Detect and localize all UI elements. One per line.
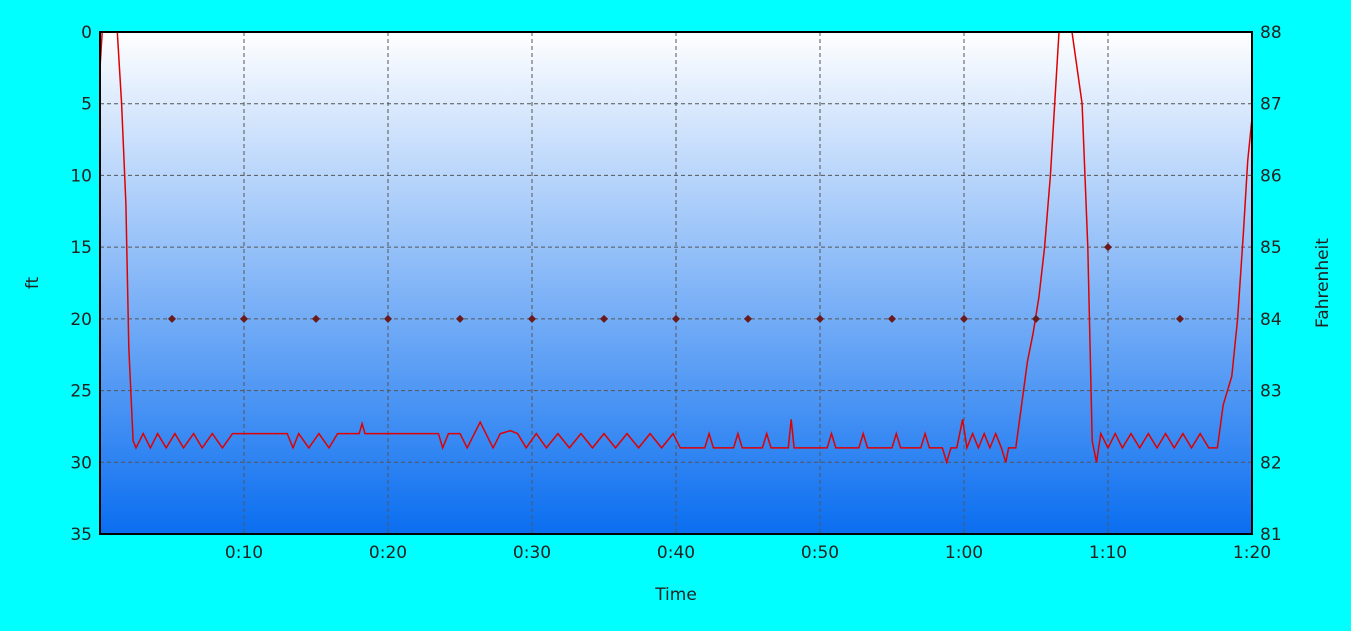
series-layer	[100, 32, 1252, 465]
grid	[100, 32, 1252, 534]
y2-tick-label: 81	[1260, 525, 1282, 545]
y-tick-label: 15	[70, 238, 92, 258]
temperature-marker	[672, 314, 680, 323]
y-tick-label: 5	[81, 95, 92, 115]
temperature-marker	[528, 314, 536, 323]
temperature-marker	[1104, 243, 1112, 252]
depth-line	[100, 32, 1252, 465]
y-tick-label: 10	[70, 166, 92, 186]
tick-labels: 0 88 5 87 10 86 15 85 20 84 25 83 30 82 35 81 0:10 0:20 0:…	[70, 23, 1281, 563]
temperature-marker	[168, 314, 176, 323]
temperature-marker	[888, 314, 896, 323]
temperature-marker	[600, 314, 608, 323]
temperature-marker	[312, 314, 320, 323]
y-tick-label: 25	[70, 382, 92, 402]
temperature-marker	[1176, 314, 1184, 323]
y2-axis-label: Fahrenheit	[1313, 238, 1333, 328]
x-tick-label: 1:10	[1089, 543, 1127, 563]
x-tick-label: 1:00	[945, 543, 983, 563]
temperature-marker	[960, 314, 968, 323]
y2-tick-label: 83	[1260, 382, 1282, 402]
y2-tick-label: 85	[1260, 238, 1282, 258]
y-tick-label: 20	[70, 310, 92, 330]
y-tick-label: 30	[70, 453, 92, 473]
x-tick-label: 0:50	[801, 543, 839, 563]
temperature-marker	[816, 314, 824, 323]
x-tick-label: 0:30	[513, 543, 551, 563]
temperature-marker	[1032, 314, 1040, 323]
temperature-marker	[384, 314, 392, 323]
y2-tick-label: 82	[1260, 453, 1282, 473]
temperature-marker	[456, 314, 464, 323]
temperature-marker	[240, 314, 248, 323]
x-tick-label: 0:20	[369, 543, 407, 563]
y-tick-label: 0	[81, 23, 92, 43]
x-tick-label: 0:40	[657, 543, 695, 563]
plot-area	[100, 32, 1252, 534]
x-tick-label: 1:20	[1233, 543, 1271, 563]
y2-tick-label: 87	[1260, 95, 1282, 115]
y-tick-label: 35	[70, 525, 92, 545]
y2-tick-label: 86	[1260, 166, 1282, 186]
y-axis-label: ft	[23, 276, 43, 289]
temperature-marker	[744, 314, 752, 323]
y2-tick-label: 84	[1260, 310, 1282, 330]
y2-tick-label: 88	[1260, 23, 1282, 43]
x-axis-label: Time	[654, 585, 697, 605]
x-tick-label: 0:10	[225, 543, 263, 563]
plot-frame	[99, 31, 1253, 535]
